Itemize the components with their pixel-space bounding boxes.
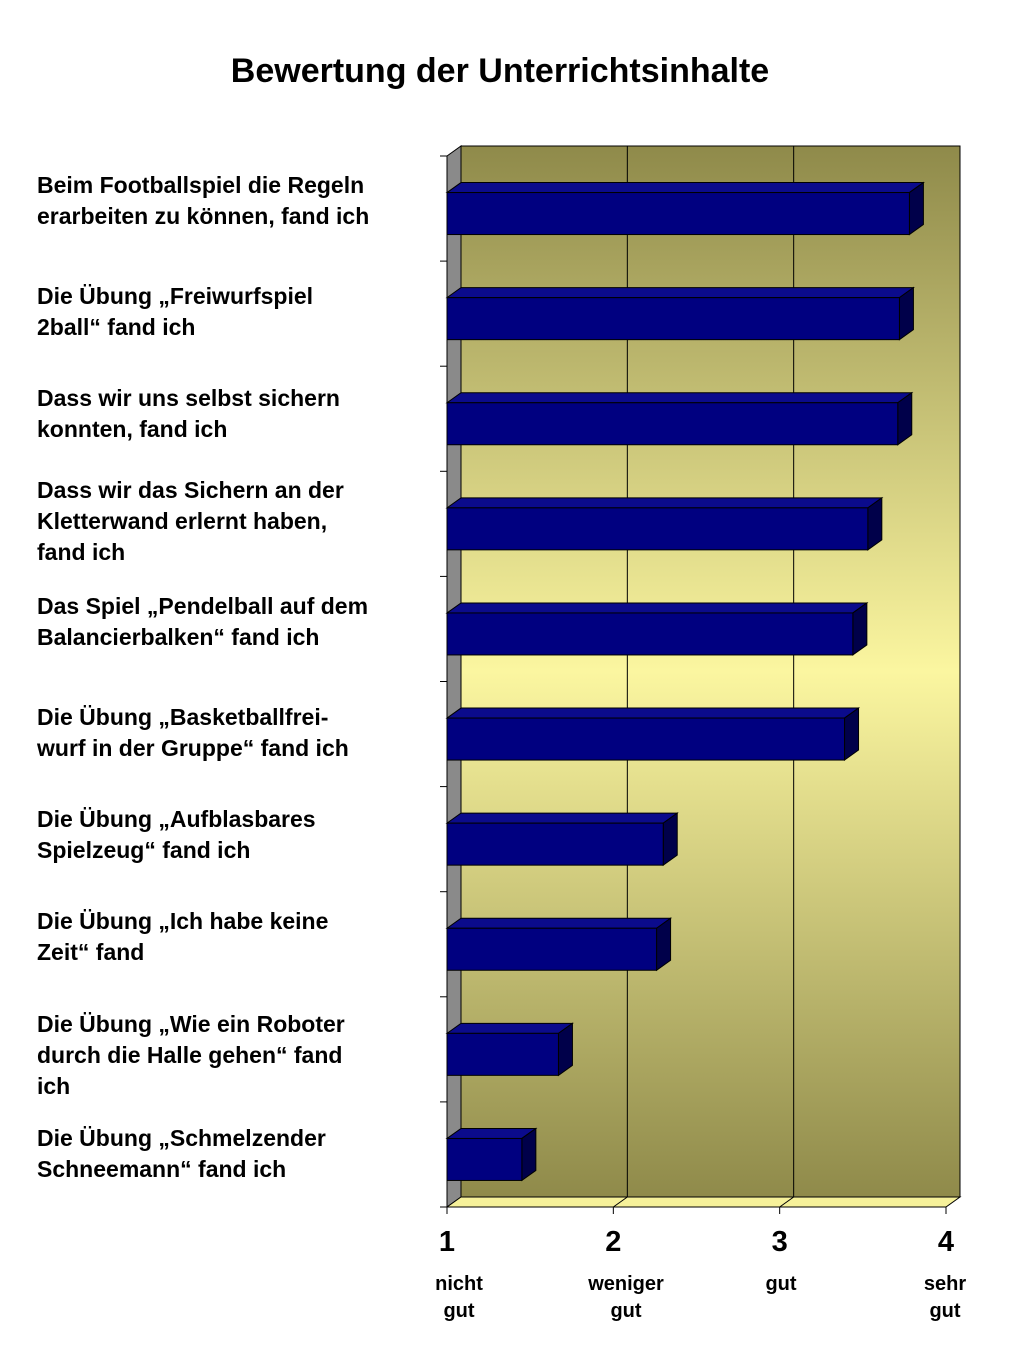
x-tick-desc-2: weniger gut	[588, 1273, 664, 1322]
category-label-1: Beim Footballspiel die Regeln erarbeiten…	[37, 172, 370, 229]
bar-5	[446, 612, 854, 656]
category-label-10: Die Übung „Schmelzender Schneemann“ fand…	[37, 1125, 326, 1182]
bar-8	[446, 927, 658, 971]
x-tick-label-1: 1	[438, 1226, 456, 1258]
category-label-4: Dass wir das Sichern an der Kletterwand …	[37, 477, 344, 565]
category-label-6: Die Übung „Basketballfrei- wurf in der G…	[37, 704, 349, 761]
bar-top-10	[445, 1127, 538, 1139]
x-tick-label-4: 4	[937, 1226, 955, 1258]
bar-7	[446, 822, 664, 866]
bar-top-2	[445, 287, 915, 299]
gridline-floor-3	[779, 1196, 794, 1208]
bar-top-8	[445, 917, 673, 929]
plot-floor	[445, 1196, 962, 1208]
x-tick-label-3: 3	[771, 1226, 788, 1258]
bar-top-9	[445, 1022, 575, 1034]
bar-top-6	[445, 707, 861, 719]
x-tick-desc-1: nicht gut	[435, 1273, 483, 1322]
bar-6	[446, 717, 846, 761]
bar-top-1	[445, 182, 925, 194]
category-label-9: Die Übung „Wie ein Roboter durch die Hal…	[37, 1011, 345, 1099]
category-label-3: Dass wir uns selbst sichern konnten, fan…	[37, 385, 340, 442]
bar-top-7	[445, 812, 679, 824]
category-label-7: Die Übung „Aufblasbares Spielzeug“ fand …	[37, 806, 316, 863]
bar-top-5	[445, 602, 869, 614]
x-tick-label-2: 2	[605, 1226, 622, 1258]
bar-top-3	[445, 392, 914, 404]
x-tick-desc-3: gut	[765, 1273, 797, 1295]
gridline-floor-2	[613, 1196, 628, 1208]
bar-3	[446, 402, 899, 446]
category-label-2: Die Übung „Freiwurfspiel 2ball“ fand ich	[37, 283, 314, 340]
bar-1	[446, 192, 910, 236]
chart-title: Bewertung der Unterrichtsinhalte	[230, 52, 770, 90]
category-label-5: Das Spiel „Pendelball auf dem Balancierb…	[37, 593, 369, 650]
bar-2	[446, 297, 900, 341]
bar-4	[446, 507, 869, 551]
bar-9	[446, 1032, 559, 1076]
bar-top-4	[445, 497, 884, 509]
x-tick-desc-4: sehr gut	[923, 1273, 967, 1322]
bar-10	[446, 1137, 523, 1181]
category-label-8: Die Übung „Ich habe keine Zeit“ fand	[37, 908, 329, 965]
